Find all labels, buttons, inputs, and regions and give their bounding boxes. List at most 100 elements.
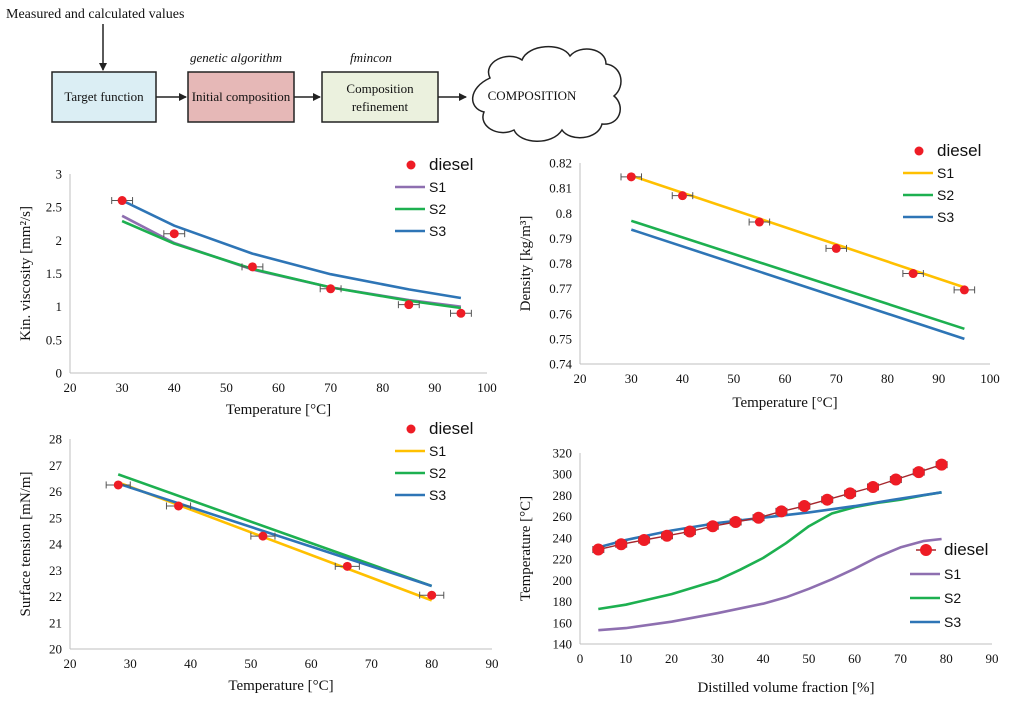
x-tick-label: 20 (64, 656, 77, 671)
x-tick-label: 90 (986, 651, 999, 666)
y-tick-label: 0.76 (549, 306, 572, 321)
diesel-point (626, 172, 636, 182)
y-tick-label: 180 (553, 594, 573, 609)
y-tick-label: 300 (553, 467, 573, 482)
legend-diesel-marker (920, 544, 932, 556)
y-tick-label: 22 (49, 589, 62, 604)
y-tick-label: 0.79 (549, 231, 572, 246)
y-axis-title: Surface tension [mN/m] (18, 472, 34, 617)
y-tick-label: 26 (49, 484, 63, 499)
x-tick-label: 20 (574, 371, 587, 386)
x-tick-label: 60 (272, 380, 285, 395)
y-tick-label: 1 (56, 299, 63, 314)
initial-composition-text: Initial composition (192, 89, 291, 104)
diesel-point (326, 284, 336, 294)
diesel-point (775, 505, 788, 518)
y-tick-label: 160 (553, 615, 573, 630)
diesel-point (752, 511, 765, 524)
diesel-point (683, 525, 696, 538)
y-tick-label: 240 (553, 530, 573, 545)
legend-label-S2: S2 (429, 201, 446, 217)
diesel-point (908, 269, 918, 279)
y-tick-label: 3 (56, 167, 63, 182)
diesel-point (638, 534, 651, 547)
x-tick-label: 80 (425, 656, 438, 671)
diesel-point (427, 590, 437, 600)
legend-diesel-label: diesel (429, 419, 473, 438)
diesel-point (592, 543, 605, 556)
y-tick-label: 320 (553, 446, 573, 461)
x-tick-label: 70 (324, 380, 337, 395)
diesel-point (831, 243, 841, 253)
x-tick-label: 20 (64, 380, 77, 395)
x-tick-label: 40 (168, 380, 181, 395)
y-tick-label: 2.5 (46, 200, 62, 215)
legend-diesel-label: diesel (937, 141, 981, 160)
x-tick-label: 80 (940, 651, 953, 666)
legend-label-S2: S2 (944, 590, 961, 606)
diesel-point (117, 196, 127, 206)
series-line-S1 (598, 537, 942, 632)
legend-diesel-marker (406, 424, 416, 434)
y-tick-label: 20 (49, 642, 62, 657)
y-tick-label: 25 (49, 510, 62, 525)
series-line-S2 (117, 473, 433, 588)
y-tick-label: 0.8 (556, 206, 572, 221)
diesel-point (706, 520, 719, 533)
composition-cloud-text: COMPOSITION (488, 88, 577, 103)
y-tick-label: 27 (49, 458, 63, 473)
y-tick-label: 200 (553, 573, 573, 588)
y-tick-label: 220 (553, 552, 573, 567)
diesel-point (844, 487, 857, 500)
flowchart: Measured and calculated values Target fu… (6, 7, 622, 142)
x-tick-label: 60 (779, 371, 792, 386)
target-function-text: Target function (64, 89, 144, 104)
y-tick-label: 0.75 (549, 331, 572, 346)
diesel-point (456, 308, 466, 318)
legend-diesel-label: diesel (944, 540, 988, 559)
x-tick-label: 70 (830, 371, 843, 386)
diesel-point (821, 493, 834, 506)
diesel-point (678, 191, 687, 201)
y-tick-label: 1.5 (46, 266, 62, 281)
x-tick-label: 80 (881, 371, 894, 386)
legend-label-S3: S3 (937, 209, 954, 225)
x-tick-label: 100 (477, 380, 497, 395)
legend-label-S2: S2 (429, 465, 446, 481)
x-axis-title: Temperature [°C] (226, 402, 331, 418)
legend-label-S2: S2 (937, 187, 954, 203)
y-tick-label: 0.78 (549, 256, 572, 271)
series-line-S3 (630, 228, 965, 341)
surface-tension-chart: 20 30 40 50 60 70 80 90 20 21 22 23 24 25 26 27 28 Temper… (18, 419, 499, 694)
x-tick-label: 0 (577, 651, 584, 666)
y-tick-label: 23 (49, 563, 62, 578)
y-axis-title: Density [kg/m³] (518, 216, 534, 312)
legend-label-S3: S3 (429, 487, 446, 503)
y-tick-label: 0 (56, 366, 63, 381)
x-axis-title: Temperature [°C] (228, 678, 333, 694)
x-axis-title: Temperature [°C] (732, 395, 837, 411)
diesel-point (729, 515, 742, 528)
x-axis-title: Distilled volume fraction [%] (697, 680, 874, 696)
legend-diesel-label: diesel (429, 155, 473, 174)
y-tick-label: 0.77 (549, 281, 572, 296)
diesel-point (798, 500, 811, 513)
y-tick-label: 2 (56, 233, 63, 248)
y-tick-label: 28 (49, 432, 62, 447)
y-tick-label: 0.82 (549, 156, 572, 171)
x-tick-label: 30 (116, 380, 129, 395)
y-tick-label: 260 (553, 509, 573, 524)
y-tick-label: 0.5 (46, 332, 62, 347)
input-label: Measured and calculated values (6, 7, 184, 22)
x-tick-label: 90 (486, 656, 499, 671)
series-line-S1 (630, 174, 965, 289)
y-tick-label: 280 (553, 488, 573, 503)
legend-label-S3: S3 (429, 223, 446, 239)
x-tick-label: 30 (625, 371, 638, 386)
legend-label-S1: S1 (429, 443, 446, 459)
diesel-point (174, 501, 184, 511)
viscosity-chart: 20 30 40 50 60 70 80 90 100 0 0.5 1 1.5 2 2.5 3 Temperat… (18, 155, 497, 418)
x-tick-label: 40 (676, 371, 689, 386)
composition-cloud (472, 45, 622, 142)
